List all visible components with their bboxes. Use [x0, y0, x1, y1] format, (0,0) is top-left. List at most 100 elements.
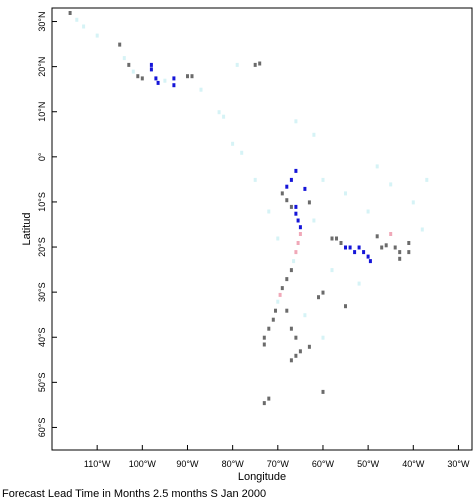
map-cell-lightcyan — [267, 209, 271, 214]
map-cell-lightcyan — [276, 299, 280, 304]
map-cell-lightcyan — [253, 177, 257, 182]
map-cell-gray — [294, 335, 298, 340]
map-cell-blue — [303, 186, 307, 191]
ticks-layer: 110°W 100°W 90°W 80°W 70°W 60°W 50°W 40°W 30°W 30… — [37, 11, 470, 469]
map-cell-gray — [285, 198, 289, 203]
map-cell-gray — [118, 42, 122, 47]
map-cell-blue — [285, 184, 289, 189]
y-tick-label: 60°S — [37, 418, 47, 438]
map-cell-lightcyan — [389, 182, 393, 187]
map-cell-lightcyan — [312, 132, 316, 137]
map-cell-gray — [289, 204, 293, 209]
map-cell-blue — [344, 245, 347, 250]
map-cell-gray — [375, 234, 379, 239]
y-tick-label: 40°S — [37, 327, 47, 347]
map-cell-lightcyan — [235, 62, 239, 67]
map-cell-blue — [362, 250, 366, 255]
map-cell-gray — [285, 308, 289, 313]
map-cell-gray — [330, 236, 334, 241]
map-cell-blue — [156, 80, 160, 85]
y-tick-label: 10°N — [37, 102, 47, 122]
map-cell-gray — [307, 200, 311, 205]
map-cell-pink — [294, 250, 298, 255]
map-cell-gray — [271, 317, 275, 322]
map-cell-gray — [407, 250, 411, 255]
map-cell-gray — [289, 326, 293, 331]
map-cell-lightcyan — [357, 281, 361, 286]
x-tick-label: 40°W — [402, 459, 425, 469]
map-cell-gray — [262, 401, 266, 406]
map-cell-gray — [294, 353, 298, 358]
map-cell-lightcyan — [321, 177, 325, 182]
x-tick-label: 60°W — [312, 459, 335, 469]
map-cell-lightcyan — [303, 313, 307, 318]
map-cell-gray — [267, 396, 271, 401]
y-tick-label: 0° — [37, 152, 47, 161]
map-cell-lightcyan — [312, 218, 316, 223]
map-cell-blue — [154, 76, 158, 81]
map-cell-lightcyan — [330, 268, 334, 273]
x-axis-label: Longitude — [238, 471, 286, 483]
y-tick-label: 30°N — [37, 11, 47, 31]
map-cell-gray — [289, 358, 293, 363]
y-axis-label: Latitud — [21, 212, 33, 245]
map-cell-lightcyan — [199, 87, 203, 92]
map-cell-blue — [348, 245, 352, 250]
map-cell-gray — [258, 61, 262, 66]
y-tick-label: 10°S — [37, 192, 47, 212]
map-cell-gray — [280, 286, 284, 291]
map-cell-gray — [321, 389, 325, 394]
map-cell-gray — [339, 241, 343, 245]
map-cell-gray — [127, 62, 131, 67]
map-cell-blue — [172, 83, 176, 88]
map-cell-blue — [149, 67, 153, 72]
map-cell-blue — [172, 76, 176, 81]
map-cell-lightcyan — [420, 227, 424, 232]
map-frame — [51, 7, 473, 451]
map-cell-gray — [267, 326, 271, 331]
cells-layer — [68, 11, 429, 406]
map-cell-gray — [335, 236, 338, 241]
map-cell-gray — [262, 335, 266, 340]
map-cell-lightcyan — [344, 191, 347, 196]
map-cell-lightcyan — [222, 114, 226, 119]
map-cell-gray — [398, 256, 402, 261]
map-cell-lightcyan — [411, 200, 415, 205]
map-cell-gray — [407, 241, 411, 245]
map-cell-lightcyan — [294, 119, 298, 124]
map-cell-lightcyan — [122, 56, 126, 61]
map-cell-gray — [280, 191, 284, 196]
y-tick-label: 20°S — [37, 237, 47, 257]
x-tick-label: 100°W — [129, 459, 157, 469]
map-cell-gray — [321, 290, 325, 295]
map-cell-lightcyan — [321, 335, 325, 340]
map-cell-lightcyan — [375, 164, 379, 169]
map-cell-gray — [307, 344, 311, 349]
map-cell-blue — [368, 259, 372, 264]
map-cell-blue — [149, 62, 153, 67]
x-tick-label: 90°W — [176, 459, 199, 469]
map-cell-blue — [289, 177, 293, 182]
x-tick-label: 30°W — [447, 459, 470, 469]
map-cell-gray — [262, 342, 266, 347]
map-cell-gray — [274, 308, 277, 313]
map-cell-gray — [289, 268, 293, 273]
map-cell-gray — [344, 304, 347, 309]
map-cell-blue — [298, 225, 302, 230]
map-cell-lightcyan — [276, 236, 280, 241]
map-cell-gray — [68, 11, 72, 15]
map-cell-lightcyan — [240, 150, 244, 155]
map-cell-gray — [393, 245, 397, 250]
y-tick-label: 20°N — [37, 57, 47, 77]
map-cell-lightcyan — [217, 110, 221, 115]
map-cell-pink — [278, 292, 282, 297]
map-cell-pink — [389, 232, 393, 236]
map-cell-pink — [298, 232, 302, 236]
map-cell-lightcyan — [163, 78, 167, 83]
map-cell-gray — [140, 76, 144, 81]
map-cell-pink — [296, 241, 300, 245]
map-cell-blue — [353, 250, 357, 255]
map-cell-blue — [357, 245, 361, 250]
map-cell-gray — [384, 243, 388, 248]
x-tick-label: 70°W — [267, 459, 290, 469]
